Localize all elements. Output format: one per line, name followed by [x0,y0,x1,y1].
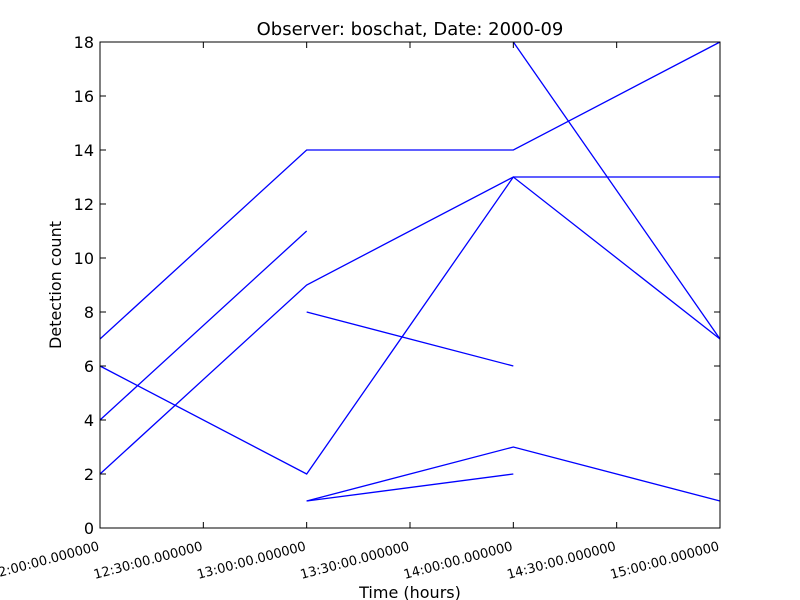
y-tick-label: 4 [84,411,94,430]
y-axis: 0 2 4 6 8 10 12 14 16 18 [74,33,720,538]
y-tick-label: 2 [84,465,94,484]
y-tick-label: 0 [84,519,94,538]
series-line-8 [512,41,721,340]
series-line-3 [99,176,720,475]
y-tick-label: 18 [74,33,94,52]
series-line-2 [99,230,308,421]
y-tick-label: 16 [74,87,94,106]
y-tick-label: 14 [74,141,94,160]
series-line-7 [306,473,514,502]
series-line-1 [99,41,721,340]
chart-title: Observer: boschat, Date: 2000-09 [257,19,564,40]
series-line-6 [306,446,721,502]
y-tick-label: 10 [74,249,94,268]
series-line-4 [99,176,721,475]
y-tick-label: 8 [84,303,94,322]
y-tick-label: 6 [84,357,94,376]
x-axis-label: Time (hours) [358,583,461,600]
series-line-5 [306,311,514,367]
y-tick-label: 12 [74,195,94,214]
y-axis-label: Detection count [46,221,65,349]
plot-lines [99,41,721,502]
